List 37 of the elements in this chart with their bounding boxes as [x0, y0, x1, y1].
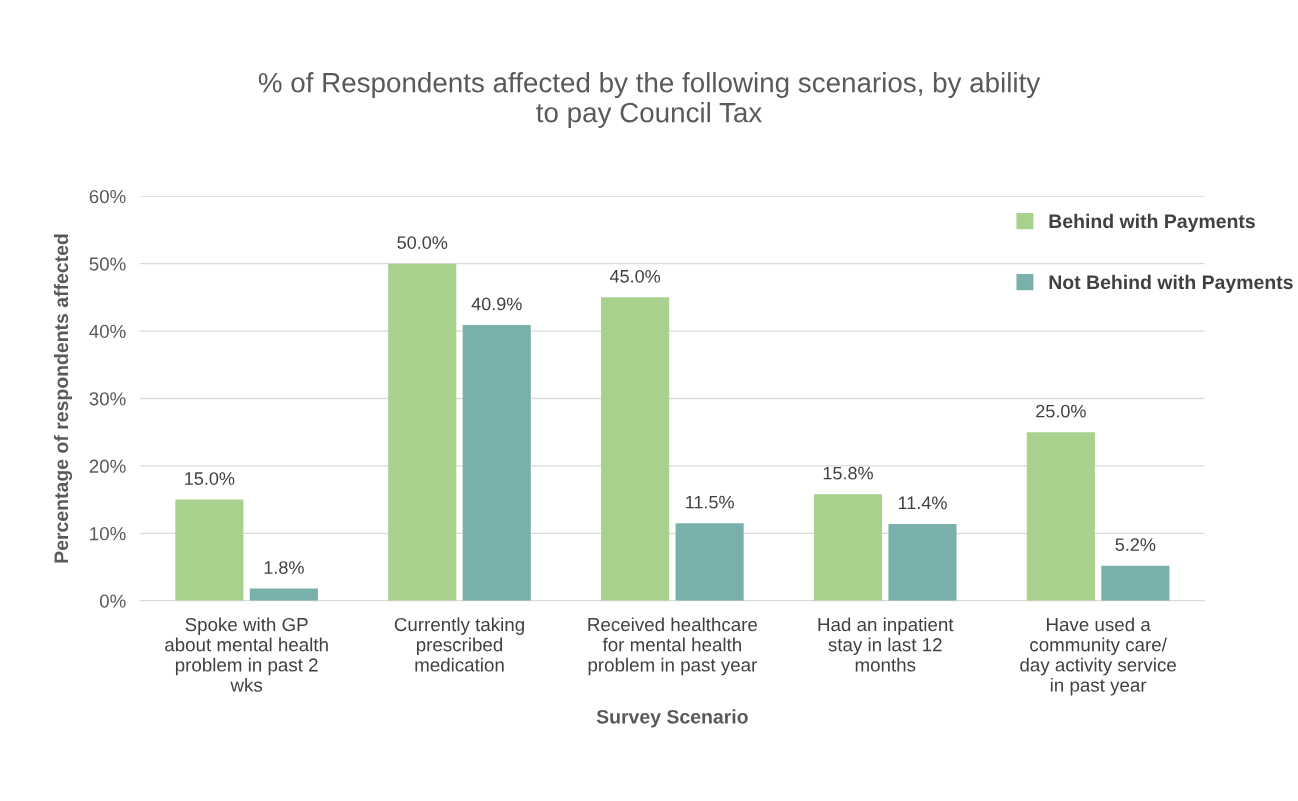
bar [601, 297, 670, 601]
data-label: 5.2% [1115, 538, 1156, 552]
bar [462, 325, 531, 601]
legend-label: Not Behind with Payments [1049, 274, 1293, 293]
bar [813, 494, 883, 601]
y-tick-label: 10% [90, 527, 126, 541]
bar [175, 499, 244, 601]
data-label: 15.8% [823, 466, 873, 480]
data-label: 11.5% [686, 495, 734, 509]
y-tick-label: 20% [89, 459, 126, 473]
bar [1026, 432, 1095, 601]
x-tick-label: Received healthcare for mental health problem in past year [588, 617, 758, 676]
bar [675, 523, 744, 601]
y-tick-label: 30% [89, 392, 126, 406]
bar [388, 263, 457, 601]
bar [888, 523, 957, 601]
x-tick-label: Had an inpatient stay in last 12 months [818, 617, 954, 672]
y-tick-label: 40% [89, 324, 126, 339]
data-label: 11.4% [898, 496, 947, 510]
y-axis-title: Percentage of respondents affected [53, 234, 73, 563]
data-label: 25.0% [1036, 404, 1086, 418]
data-label: 15.0% [185, 472, 235, 485]
bar [1101, 565, 1170, 601]
data-label: 1.8% [264, 561, 304, 574]
y-tick-label: 60% [89, 189, 126, 204]
y-tick-label: 50% [89, 257, 126, 271]
data-label: 50.0% [397, 236, 448, 249]
x-tick-label: Spoke with GP about mental health problem in past 2 wks [165, 617, 328, 692]
chart-title: % of Respondents affected by the following scenarios, by ability to pay Council Tax [258, 72, 1041, 128]
data-label: 45.0% [609, 269, 661, 283]
x-axis-title: Survey Scenario [596, 709, 748, 728]
legend-label: Behind with Payments [1049, 213, 1255, 232]
x-tick-label: Have used a community care/ day activity service in past year [1020, 617, 1176, 696]
y-tick-label: 0% [99, 594, 126, 608]
data-label: 40.9% [471, 297, 522, 311]
x-tick-label: Currently taking prescribed medication [394, 617, 524, 672]
bar [249, 588, 318, 601]
